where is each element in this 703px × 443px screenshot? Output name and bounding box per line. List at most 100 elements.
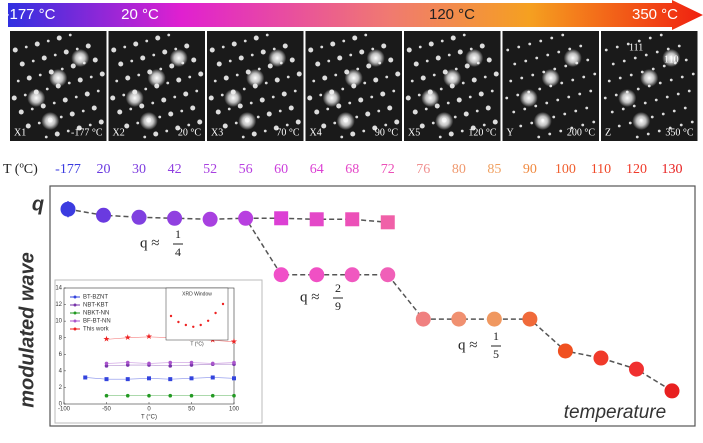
diffraction-spot	[676, 92, 680, 96]
connector-line	[281, 217, 388, 224]
temperature-label: 120	[626, 162, 647, 177]
diffraction-spot	[377, 109, 381, 113]
bright-spot	[435, 112, 454, 130]
window-point	[221, 302, 225, 306]
diffraction-spot	[446, 101, 450, 105]
diffraction-spot	[188, 75, 192, 79]
data-point	[167, 210, 183, 226]
diffraction-spot	[365, 111, 371, 117]
diffraction-spot	[530, 121, 534, 125]
inset-y-tick-label: 10	[55, 319, 62, 325]
diffraction-spot	[295, 119, 301, 125]
diffraction-spot	[490, 89, 494, 93]
diffraction-spot	[395, 71, 401, 77]
diffraction-spot	[557, 50, 561, 54]
diffraction-spot	[439, 87, 443, 91]
temperature-label: 76	[416, 162, 430, 177]
diffraction-spot	[463, 111, 469, 117]
panel-temp: 120 °C	[468, 127, 496, 138]
diffraction-spot	[570, 126, 574, 130]
inset-x-tick-label: 50	[188, 407, 195, 413]
diffraction-spot	[635, 135, 639, 139]
diffraction-spot	[56, 35, 62, 41]
bright-spot	[421, 89, 440, 107]
diffraction-spot	[512, 110, 516, 114]
temperature-label: 64	[310, 162, 324, 177]
diffraction-spot	[506, 48, 510, 52]
annotation-num: 1	[175, 227, 181, 241]
diffraction-spot	[550, 36, 554, 40]
inset-point: ★	[145, 332, 152, 341]
diffraction-spot	[419, 123, 425, 129]
diffraction-spot	[176, 77, 182, 83]
miller-index: 110	[664, 54, 679, 65]
window-point	[184, 323, 188, 327]
data-point	[238, 210, 254, 226]
inset-x-tick-label: -50	[102, 407, 111, 413]
diffraction-spot	[285, 123, 289, 127]
diffraction-spot	[644, 53, 648, 57]
diffraction-spot	[410, 79, 414, 83]
inset-point: ★	[230, 337, 237, 346]
diffraction-spot	[589, 89, 593, 93]
diffraction-spot	[89, 75, 93, 79]
inset-x-tick-label: -100	[58, 407, 71, 413]
inset-y-tick-label: 2	[59, 385, 63, 391]
diffraction-spot	[30, 107, 34, 111]
diffraction-spot	[659, 33, 663, 37]
diffraction-spot	[561, 33, 565, 37]
annotation-den: 4	[175, 245, 181, 259]
diffraction-spot	[683, 106, 687, 110]
temperature-label: 60	[274, 162, 288, 177]
annotation: q ≈	[458, 337, 477, 353]
temperature-label: 72	[381, 162, 395, 177]
inset-x-tick-label: 0	[147, 407, 151, 413]
legend-label: BT-BZNT	[83, 295, 108, 301]
diffraction-spot	[560, 81, 564, 85]
bright-spot	[443, 69, 462, 87]
diffraction-spot	[362, 129, 366, 133]
diffraction-spot	[348, 101, 352, 105]
diffraction-spot	[456, 97, 462, 103]
diffraction-spot	[250, 53, 254, 57]
diffraction-spot	[282, 43, 288, 49]
diffraction-spot	[355, 115, 359, 119]
diffraction-spot	[493, 71, 499, 77]
diffraction-spot	[632, 104, 636, 108]
y-axis-label: modulated wave	[16, 252, 38, 408]
diffraction-spot	[385, 75, 389, 79]
inset-point	[189, 393, 194, 398]
inset-y-tick-label: 8	[59, 335, 63, 341]
window-point	[214, 311, 217, 315]
diffraction-spot	[545, 101, 549, 105]
diffraction-spot	[143, 135, 147, 139]
diffraction-spot	[151, 101, 155, 105]
diffraction-spot	[12, 47, 18, 53]
diffraction-spot	[208, 95, 214, 101]
inset-point	[232, 360, 236, 365]
diffraction-spot	[604, 48, 608, 52]
diffraction-spot	[373, 77, 379, 83]
inset-point	[189, 376, 194, 381]
header-temp: 120 °C	[429, 6, 475, 23]
diffraction-spot	[563, 112, 567, 116]
diffraction-spot	[475, 109, 479, 113]
diffraction-spot	[111, 47, 117, 53]
bright-spot	[465, 49, 484, 67]
bright-spot	[662, 49, 681, 67]
diffraction-spot	[392, 89, 396, 93]
diffraction-spot	[322, 75, 328, 81]
diffraction-spot	[167, 33, 171, 37]
diffraction-spot	[153, 131, 159, 137]
diffraction-spot	[646, 132, 650, 136]
diffraction-spot	[370, 95, 374, 99]
inset-point	[168, 364, 173, 368]
diffraction-spot	[161, 97, 167, 103]
diffraction-spot	[321, 123, 327, 129]
diffraction-spot	[215, 109, 221, 115]
diffraction-spot	[406, 47, 412, 53]
diffraction-spot	[447, 53, 451, 57]
diffraction-spot	[227, 107, 231, 111]
inset-point	[210, 393, 215, 398]
